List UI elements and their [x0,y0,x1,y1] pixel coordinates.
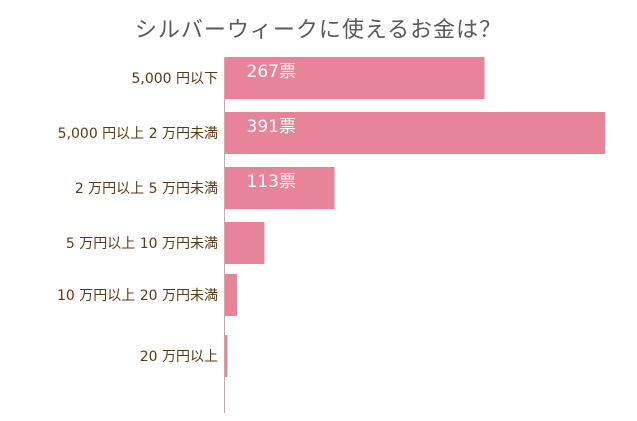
category-label: 2 万円以上 5 万円未満 [75,181,218,197]
data-label: 113票 [247,172,296,192]
category-label: 5 万円以上 10 万円未満 [66,236,218,252]
bar [224,274,238,316]
category-label: 5,000 円以下 [131,71,218,87]
category-label: 20 万円以上 [140,349,218,365]
category-label: 5,000 円以上 2 万円未満 [58,126,218,142]
chart-title: シルバーウィークに使えるお金は？ [134,18,503,43]
data-label: 267票 [247,62,296,82]
bar [224,335,228,377]
category-label: 10 万円以上 20 万円未満 [57,288,218,304]
data-label: 391票 [247,117,296,137]
bar [224,222,265,264]
bar [224,167,335,209]
bar [224,112,606,154]
bar [224,57,485,99]
